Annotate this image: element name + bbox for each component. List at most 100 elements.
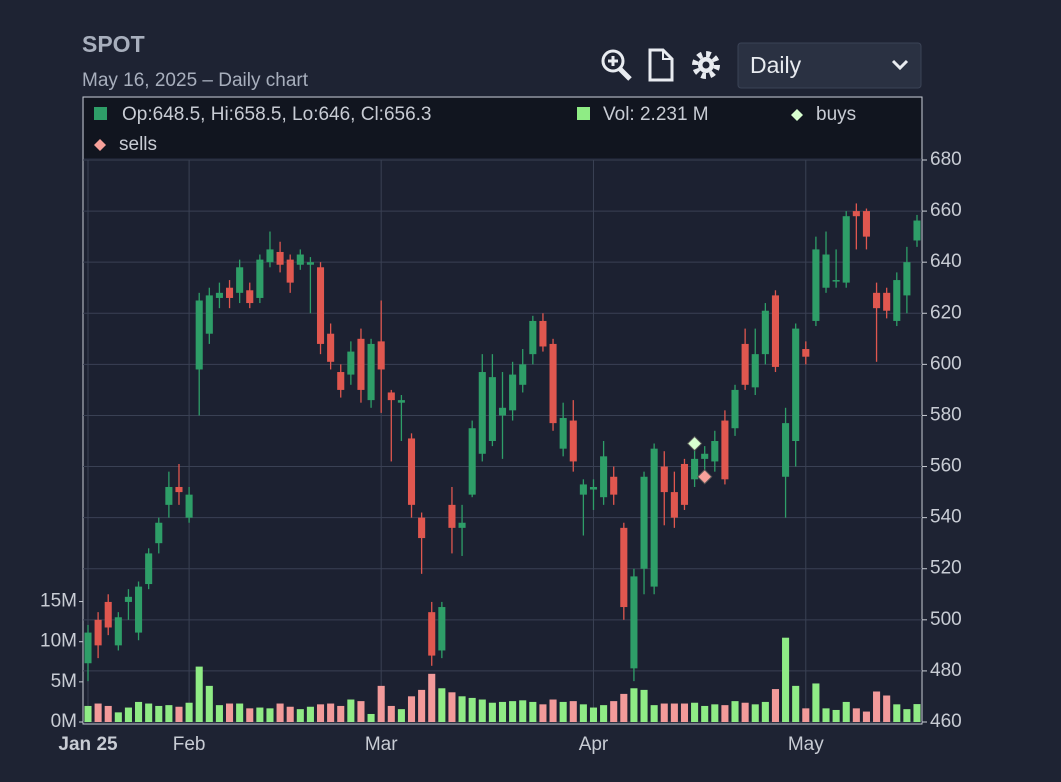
legend-label: buys xyxy=(816,104,856,125)
volume-bar xyxy=(852,708,860,722)
interval-select[interactable]: Daily xyxy=(737,42,922,89)
select-value: Daily xyxy=(750,52,802,78)
candle-body xyxy=(691,458,699,480)
candle-body xyxy=(660,466,668,493)
candle-body xyxy=(680,463,689,505)
candle-body xyxy=(478,372,486,454)
volume-bar xyxy=(711,704,719,722)
candle-body xyxy=(135,586,143,633)
volume-bar xyxy=(701,705,709,722)
candle-body xyxy=(397,400,405,403)
zoom-icon[interactable] xyxy=(601,49,632,81)
volume-bar xyxy=(256,707,264,722)
y-tick-label: 660 xyxy=(930,200,962,221)
volume-bar xyxy=(822,708,830,722)
trade-marker xyxy=(696,469,713,485)
volume-bar xyxy=(498,701,507,722)
volume-bar xyxy=(195,666,203,722)
volume-bar xyxy=(640,689,648,722)
y-tick-label: 520 xyxy=(930,558,962,579)
x-tick-label: Mar xyxy=(365,734,398,755)
candle-body xyxy=(84,632,92,664)
candle-body xyxy=(822,254,830,288)
candle-body xyxy=(883,292,891,311)
settings-icon[interactable] xyxy=(692,51,720,79)
x-tick-label: Feb xyxy=(173,734,206,755)
volume-bar xyxy=(832,709,840,722)
candle-body xyxy=(832,280,840,282)
volume-bar xyxy=(650,705,658,722)
volume-bar xyxy=(418,689,426,722)
candle-body xyxy=(751,354,759,388)
legend-label: sells xyxy=(119,134,157,155)
candle-body xyxy=(761,310,769,355)
volume-bar xyxy=(660,703,668,722)
volume-bar xyxy=(549,699,557,722)
candle-body xyxy=(215,292,223,298)
volume-bar xyxy=(751,704,759,722)
volume-bar xyxy=(893,704,901,722)
volume-bar xyxy=(185,702,193,722)
y-tick-label: 620 xyxy=(930,302,962,323)
x-tick-label: Apr xyxy=(579,734,609,755)
candle-body xyxy=(367,343,375,401)
volume-bar xyxy=(509,701,517,722)
volume-bar xyxy=(266,708,274,722)
candle-body xyxy=(498,407,507,416)
candle-body xyxy=(124,596,132,602)
volume-bar xyxy=(124,707,132,722)
volume-bar xyxy=(842,701,850,722)
candle-body xyxy=(731,389,739,429)
y-tick-label: 640 xyxy=(930,251,962,272)
volume-bar xyxy=(771,689,780,722)
volume-bar xyxy=(155,705,163,722)
document-icon[interactable] xyxy=(648,48,674,82)
candle-body xyxy=(812,249,820,321)
candle-body xyxy=(468,428,476,495)
volume-bar xyxy=(145,703,153,722)
volume-bar xyxy=(215,705,223,722)
candle-body xyxy=(670,492,678,518)
candle-body xyxy=(296,254,304,265)
volume-bar xyxy=(367,713,375,722)
volume-bar xyxy=(114,712,122,722)
volume-bar xyxy=(579,704,587,722)
candle-body xyxy=(236,267,244,293)
y-tick-label: 680 xyxy=(930,149,962,170)
candle-body xyxy=(913,220,921,241)
candle-body xyxy=(286,259,294,283)
ticker-title: SPOT xyxy=(82,31,145,57)
candle-body xyxy=(771,295,780,367)
candle-body xyxy=(903,262,911,296)
volume-bar xyxy=(873,691,881,722)
candle-body xyxy=(387,392,395,401)
candle-body xyxy=(711,441,719,462)
volume-bar xyxy=(782,637,790,722)
volume-bar xyxy=(610,701,618,722)
legend-marker xyxy=(791,109,803,121)
chart-subtitle: May 16, 2025 – Daily chart xyxy=(82,70,309,91)
volume-bar xyxy=(357,701,365,722)
candle-body xyxy=(438,607,446,651)
trade-marker xyxy=(686,435,703,452)
volume-tick-label: 5M xyxy=(51,671,77,692)
volume-bar xyxy=(569,701,577,722)
candle-body xyxy=(852,211,860,217)
candle-body xyxy=(266,249,274,263)
volume-bar xyxy=(135,701,143,722)
volume-bar xyxy=(236,703,244,722)
candle-body xyxy=(185,494,193,518)
candle-body xyxy=(488,377,496,441)
candle-body xyxy=(539,320,547,347)
candle-body xyxy=(610,476,618,495)
volume-bar xyxy=(448,692,456,722)
candle-body xyxy=(175,486,183,493)
volume-bar xyxy=(519,700,527,722)
volume-bar xyxy=(539,704,547,722)
volume-bar xyxy=(377,685,385,722)
volume-bar xyxy=(347,699,355,722)
candle-body xyxy=(559,418,567,449)
volume-bar xyxy=(589,707,598,722)
candle-body xyxy=(862,211,870,237)
volume-tick-label: 10M xyxy=(40,631,77,652)
